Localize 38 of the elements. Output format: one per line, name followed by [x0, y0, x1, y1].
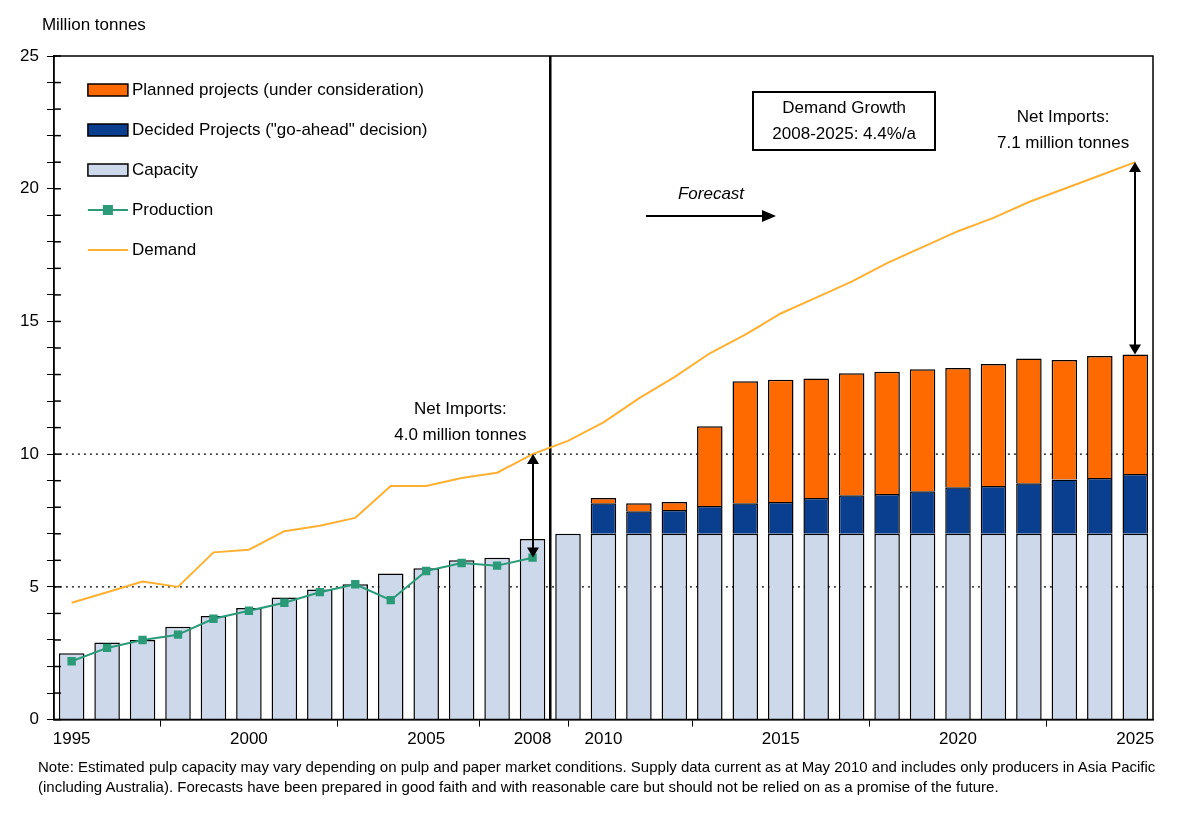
point: [315, 588, 324, 597]
annotation: Net Imports: 4.0 million tonnes: [394, 399, 527, 445]
y-tick-label: 5: [29, 576, 39, 596]
point: [422, 566, 431, 576]
x-tick-label: 1995: [52, 729, 91, 749]
point: [386, 595, 395, 605]
point: [102, 643, 112, 653]
point: [457, 558, 466, 568]
legend-label: Demand: [131, 239, 197, 259]
x-tick-label: 2025: [1116, 729, 1155, 749]
x-tick-label: 2005: [407, 729, 446, 749]
annotation: Demand Growth 2008-2025: 4.4%/a: [772, 97, 917, 143]
legend-label: Production: [131, 199, 214, 219]
y-tick-label: 20: [19, 178, 39, 198]
x-tick-label: 2020: [939, 729, 977, 749]
x-tick-label: 2015: [761, 729, 800, 749]
text: Note: Estimated pulp capacity may vary depending on pulp and paper market conditions. Supply data current as at May 2010 and includes only producers in Asia Pacific (including Australia). Forecasts have been prepared in good faith and with reasonable care but should not be relied on as a promise of the future.: [38, 757, 1157, 797]
annotation: Forecast: [677, 183, 745, 203]
y-tick-label: 0: [29, 709, 39, 729]
x-tick-label: 2008: [513, 729, 552, 749]
point: [280, 598, 289, 607]
point: [173, 630, 183, 639]
point: [351, 580, 360, 589]
point: [138, 635, 147, 645]
x-tick-label: 2010: [584, 729, 623, 749]
point: [67, 657, 76, 666]
y-tick-label: 15: [19, 311, 39, 331]
x-tick-label: 2000: [230, 729, 268, 749]
annotation: Net Imports: 7.1 million tonnes: [996, 107, 1130, 153]
y-axis-title: Million tonnes: [41, 15, 146, 35]
y-tick-label: 10: [19, 443, 39, 463]
point: [244, 606, 254, 615]
y-tick-label: 25: [19, 45, 39, 65]
legend-label: Planned projects (under consideration): [131, 79, 424, 99]
legend-label: Capacity: [131, 159, 199, 179]
point: [209, 614, 218, 623]
legend-label: Decided Projects ("go-ahead" decision): [131, 119, 428, 139]
point: [492, 561, 502, 570]
